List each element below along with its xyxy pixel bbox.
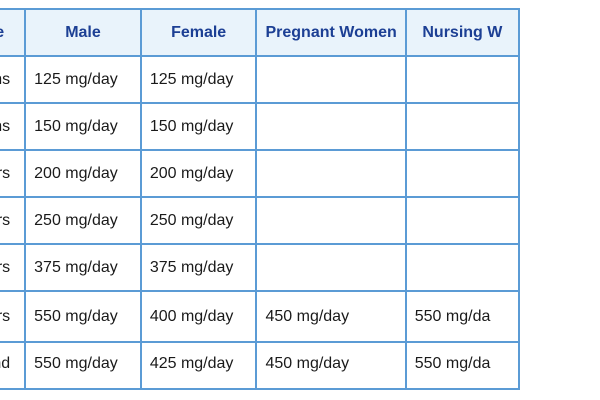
- header-row: Age Male Female Pregnant Women Nursing W: [0, 8, 521, 57]
- cell-male: 200 mg/day: [24, 149, 142, 198]
- header-age: Age: [0, 8, 27, 57]
- cell-male: 125 mg/day: [24, 55, 142, 104]
- cell-age: 8 years: [0, 290, 27, 343]
- header-nursing-women: Nursing W: [404, 8, 521, 57]
- cell-age: rs and: [0, 341, 27, 390]
- cell-female: 200 mg/day: [139, 149, 258, 198]
- cell-nursing: [404, 55, 521, 104]
- table-row: rs and 550 mg/day 425 mg/day 450 mg/day …: [0, 341, 521, 390]
- cell-pregnant: 450 mg/day: [255, 290, 407, 343]
- cell-age: months: [0, 102, 27, 151]
- header-male: Male: [24, 8, 142, 57]
- cell-pregnant: [255, 149, 407, 198]
- header-pregnant-women: Pregnant Women: [255, 8, 407, 57]
- table-header: Age Male Female Pregnant Women Nursing W: [0, 8, 521, 57]
- cell-pregnant: [255, 55, 407, 104]
- cell-female: 400 mg/day: [139, 290, 258, 343]
- cell-age: months: [0, 55, 27, 104]
- cell-age: years: [0, 243, 27, 292]
- cell-pregnant: [255, 196, 407, 245]
- cell-nursing: 550 mg/da: [404, 290, 521, 343]
- table-row: 8 years 550 mg/day 400 mg/day 450 mg/day…: [0, 290, 521, 343]
- cell-male: 550 mg/day: [24, 341, 142, 390]
- cell-nursing: [404, 243, 521, 292]
- cell-male: 375 mg/day: [24, 243, 142, 292]
- table-row: ears 200 mg/day 200 mg/day: [0, 149, 521, 198]
- cell-female: 425 mg/day: [139, 341, 258, 390]
- intake-table: Age Male Female Pregnant Women Nursing W…: [0, 8, 521, 390]
- cell-female: 375 mg/day: [139, 243, 258, 292]
- cell-male: 250 mg/day: [24, 196, 142, 245]
- table-row: months 125 mg/day 125 mg/day: [0, 55, 521, 104]
- cell-nursing: [404, 149, 521, 198]
- cell-pregnant: 450 mg/day: [255, 341, 407, 390]
- cell-female: 250 mg/day: [139, 196, 258, 245]
- cell-male: 550 mg/day: [24, 290, 142, 343]
- cell-nursing: 550 mg/da: [404, 341, 521, 390]
- table-row: years 375 mg/day 375 mg/day: [0, 243, 521, 292]
- cell-nursing: [404, 196, 521, 245]
- table-body: months 125 mg/day 125 mg/day months 150 …: [0, 55, 521, 390]
- cell-age: ears: [0, 149, 27, 198]
- cell-age: ears: [0, 196, 27, 245]
- cell-nursing: [404, 102, 521, 151]
- cell-female: 150 mg/day: [139, 102, 258, 151]
- cell-female: 125 mg/day: [139, 55, 258, 104]
- table-row: months 150 mg/day 150 mg/day: [0, 102, 521, 151]
- header-female: Female: [139, 8, 258, 57]
- cell-pregnant: [255, 243, 407, 292]
- table-row: ears 250 mg/day 250 mg/day: [0, 196, 521, 245]
- cell-pregnant: [255, 102, 407, 151]
- cell-male: 150 mg/day: [24, 102, 142, 151]
